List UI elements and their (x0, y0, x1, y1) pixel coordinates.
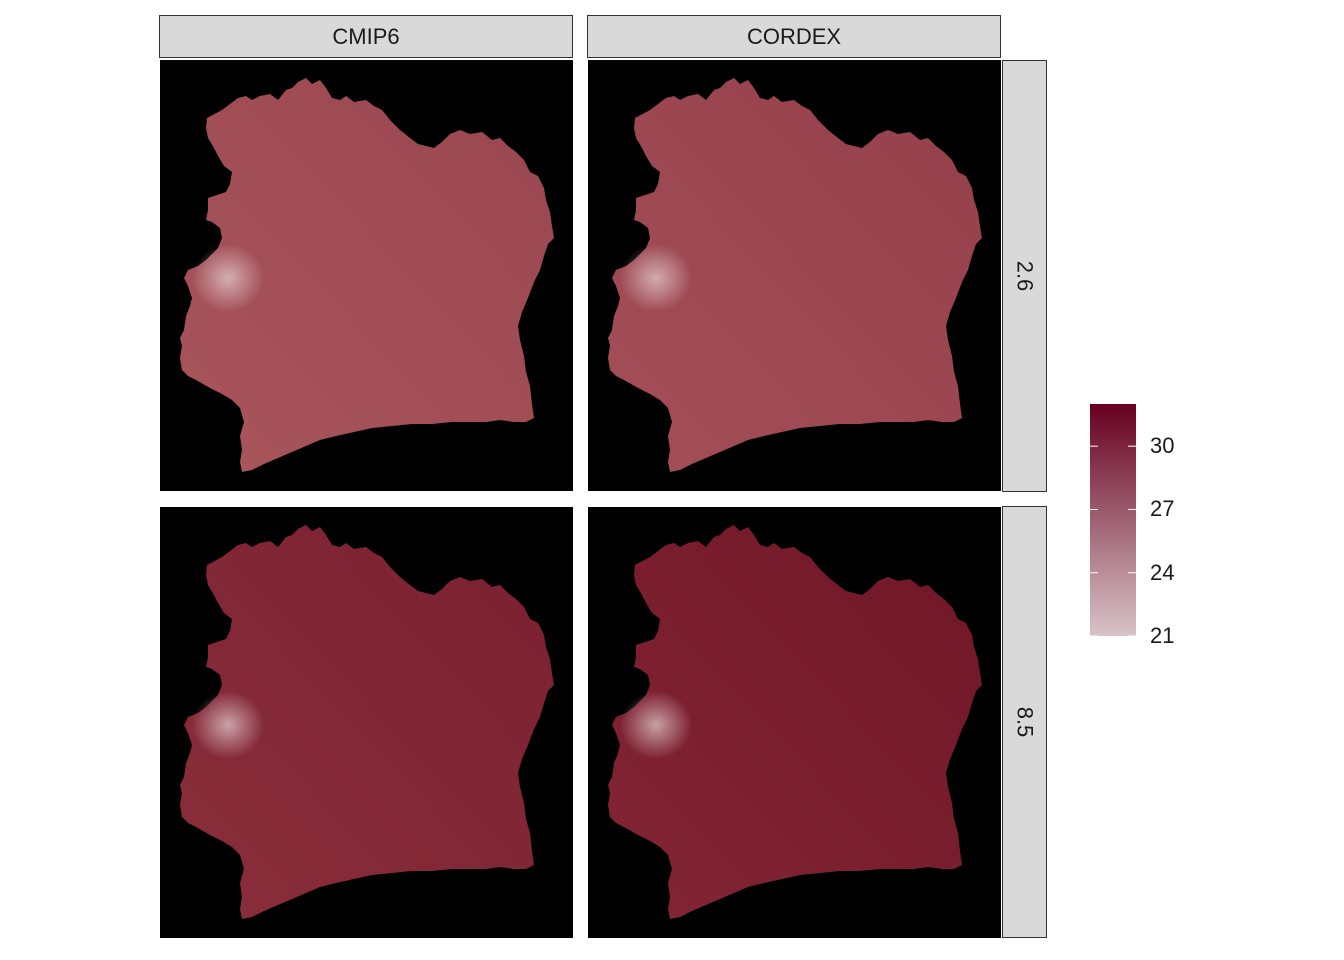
color-legend (1090, 404, 1136, 636)
facet-strip-label: 2.6 (1012, 260, 1038, 292)
country-region (608, 78, 982, 472)
country-region (180, 78, 554, 472)
map-svg (608, 78, 982, 472)
facet-strip-cordex: CORDEX (587, 15, 1001, 58)
highland-patch (192, 244, 264, 312)
country-region (608, 525, 982, 919)
highland-patch (620, 244, 692, 312)
facet-strip-label: CMIP6 (332, 23, 400, 49)
legend-tick-label: 21 (1150, 623, 1175, 648)
facet-strip-label: 8.5 (1012, 706, 1038, 738)
facet-strip-cmip6: CMIP6 (159, 15, 573, 58)
map-svg (180, 78, 554, 472)
map-panel-cmip6-8-5 (160, 507, 573, 938)
legend-tick-label: 27 (1150, 496, 1175, 522)
legend-colorbar (1090, 404, 1136, 636)
map-svg (180, 525, 554, 919)
country-region (180, 525, 554, 919)
map-panel-cordex-2-6 (588, 60, 1001, 491)
map-panel-cmip6-2-6 (160, 60, 573, 491)
legend-tick-label: 30 (1150, 433, 1175, 459)
facet-strip-label: CORDEX (746, 23, 842, 49)
facet-strip-scenario-2-6: 2.6 (1002, 60, 1047, 492)
highland-patch (620, 691, 692, 759)
legend-tick-label: 24 (1150, 559, 1175, 585)
highland-patch (192, 691, 264, 759)
map-panel-cordex-8-5 (588, 507, 1001, 938)
map-svg (608, 525, 982, 919)
facet-strip-scenario-8-5: 8.5 (1002, 506, 1047, 938)
